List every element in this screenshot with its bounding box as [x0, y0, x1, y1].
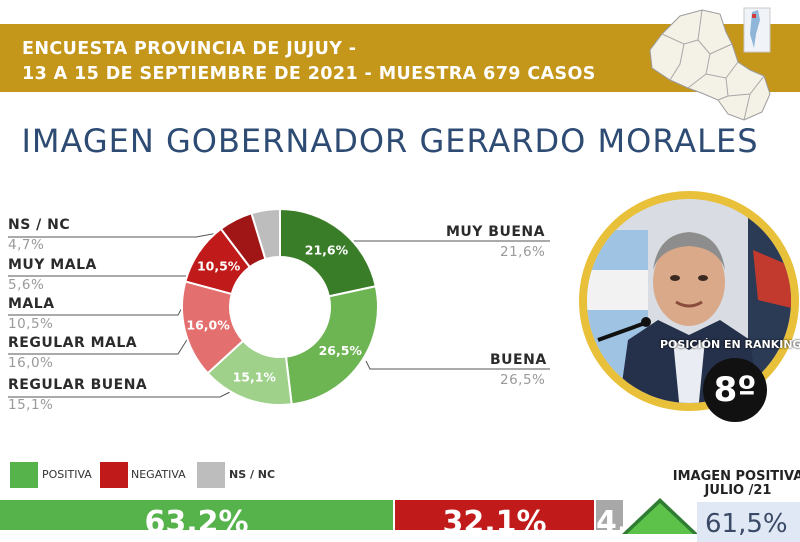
slice-ns-nc [250, 207, 281, 261]
value-muy-buena: 21,6% [500, 244, 546, 260]
leader-line [8, 334, 191, 355]
previous-title-2: JULIO /21 [704, 483, 772, 498]
slice-label-regular-mala: 16,0% [186, 318, 230, 333]
label-buena: BUENA [490, 352, 547, 368]
province-map-icon [649, 7, 771, 121]
donut-slice-labels: 21,6% 26,5% 15,1% 16,0% 10,5% [186, 242, 362, 384]
slice-buena [284, 285, 379, 406]
slice-muy-buena [279, 207, 377, 298]
value-regular-buena: 15,1% [8, 397, 54, 413]
header-line-2: 13 A 15 DE SEPTIEMBRE DE 2021 - MUESTRA … [22, 64, 596, 84]
legend-label-nsnc: NS / NC [229, 468, 276, 481]
summary-bar-nsnc: 4,7% [596, 500, 623, 530]
label-regular-mala: REGULAR MALA [8, 335, 138, 351]
leader-line [8, 390, 233, 398]
label-ns-nc: NS / NC [8, 217, 71, 233]
summary-bar-positive: 63,2% [0, 500, 393, 530]
slice-label-buena: 26,5% [319, 343, 363, 358]
label-muy-buena: MUY BUENA [446, 224, 545, 240]
value-mala: 10,5% [8, 316, 54, 332]
ranking-badge: 8º [703, 358, 767, 422]
legend-label-negativa: NEGATIVA [131, 468, 186, 481]
ranking-label: POSICIÓN EN RANKING [660, 338, 800, 351]
legend-swatch-nsnc [197, 462, 225, 488]
legend-label-positiva: POSITIVA [42, 468, 92, 481]
page-title: IMAGEN GOBERNADOR GERARDO MORALES [21, 122, 759, 160]
previous-value: 61,5% [697, 502, 800, 542]
slice-label-regular-buena: 15,1% [233, 369, 277, 384]
label-muy-mala: MUY MALA [8, 257, 97, 273]
donut-chart: 21,6% 26,5% 15,1% 16,0% 10,5% [8, 207, 550, 406]
up-arrow-fill [627, 503, 693, 534]
value-regular-mala: 16,0% [8, 355, 54, 371]
leader-line [365, 360, 550, 370]
summary-bar-negative: 32,1% [395, 500, 594, 530]
legend-swatch-negativa [100, 462, 128, 488]
governor-photo [579, 191, 799, 411]
donut-slices [181, 207, 379, 406]
label-regular-buena: REGULAR BUENA [8, 377, 148, 393]
slice-label-mala: 10,5% [197, 259, 241, 274]
slice-label-muy-buena: 21,6% [305, 242, 349, 257]
previous-title-1: IMAGEN POSITIVA [672, 469, 800, 484]
value-muy-mala: 5,6% [8, 277, 45, 293]
value-ns-nc: 4,7% [8, 237, 45, 253]
legend-swatch-positiva [10, 462, 38, 488]
label-mala: MALA [8, 296, 55, 312]
header-line-1: ENCUESTA PROVINCIA DE JUJUY - [22, 39, 357, 59]
value-buena: 26,5% [500, 372, 546, 388]
